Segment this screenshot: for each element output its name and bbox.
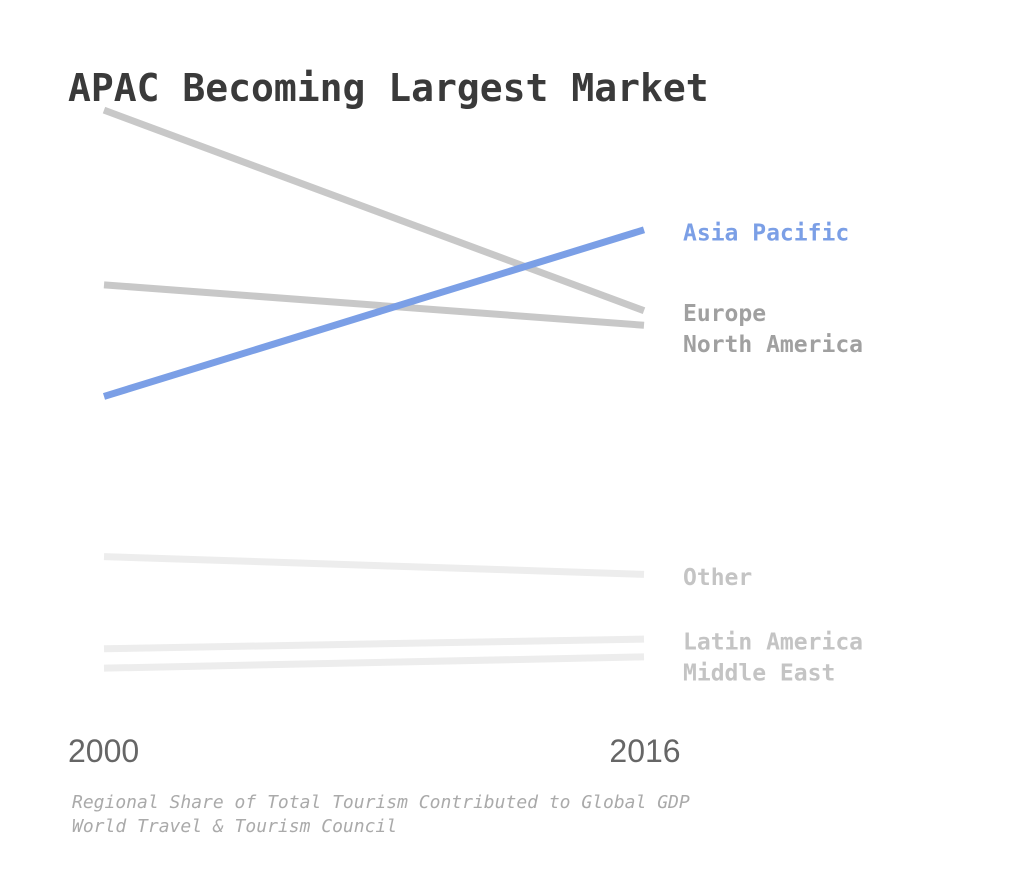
series-line-europe	[102, 106, 646, 314]
series-label-asia-pacific: Asia Pacific	[683, 220, 849, 246]
series-label-north-america: North America	[683, 332, 863, 358]
series-line-latin-america	[103, 635, 645, 653]
chart-caption-source-org: World Travel & Tourism Council	[72, 816, 397, 837]
series-labels: Asia Pacific Europe North America Other Lati…	[683, 220, 863, 686]
series-line-north-america	[103, 281, 645, 329]
series-lines	[102, 106, 646, 672]
series-line-middle-east	[103, 653, 645, 672]
series-label-middle-east: Middle East	[683, 661, 835, 687]
series-label-latin-america: Latin America	[683, 630, 863, 656]
x-tick-label-start: 2000	[68, 733, 139, 769]
series-label-europe: Europe	[683, 301, 766, 327]
x-tick-label-end: 2016	[609, 733, 680, 769]
series-line-asia-pacific	[102, 226, 646, 400]
series-label-other: Other	[683, 565, 752, 591]
chart-title: APAC Becoming Largest Market	[68, 66, 709, 110]
series-line-other	[103, 553, 645, 578]
chart-caption-source-description: Regional Share of Total Tourism Contribu…	[72, 792, 690, 813]
